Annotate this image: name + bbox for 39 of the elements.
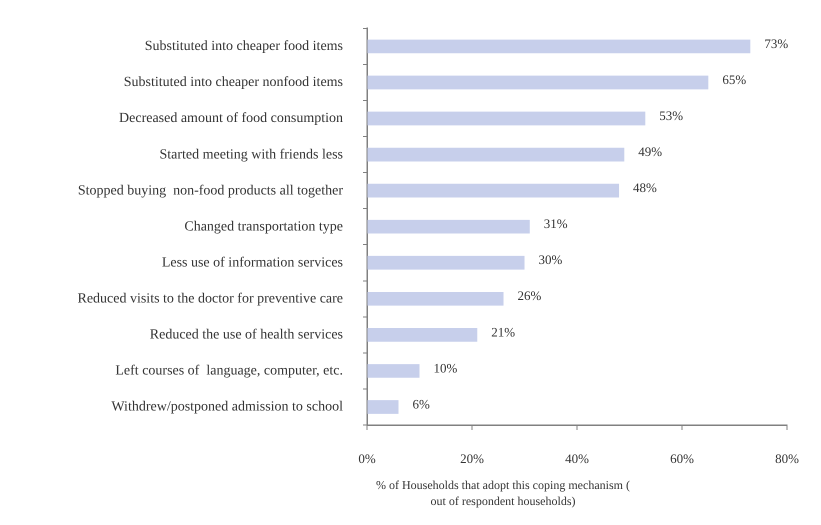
data-label: 48% [633,180,658,196]
data-label: 53% [659,108,684,123]
x-tick-label: 60% [670,451,694,466]
y-tick-label: Reduced visits to the doctor for preventive care [77,291,343,306]
y-tick-label: Started meeting with friends less [159,147,343,162]
bar [368,184,620,198]
y-tick-label: Withdrew/postponed admission to school [111,400,344,415]
x-tick-label: 80% [775,451,800,466]
x-tick-label: 40% [565,451,590,466]
data-label: 49% [638,144,662,160]
y-tick-label: Reduced the use of health services [150,328,343,343]
data-label: 31% [544,216,568,232]
bar [368,76,708,90]
x-tick-label: 20% [460,451,484,466]
bar [368,292,504,306]
bar [368,112,646,126]
data-label: 21% [491,324,516,340]
data-label: 26% [518,288,542,304]
bar [368,40,750,54]
bar [368,148,624,162]
x-axis-title: % of Households that adopt this coping mechanism ( out of respondent households) [375,477,631,509]
bar [368,400,399,414]
data-label: 6% [412,396,430,412]
y-tick-label: Changed transportation type [184,219,343,234]
data-label: 73% [764,36,788,51]
y-tick-label: Stopped buying non-food products all together [78,183,344,198]
bar [368,256,525,270]
bar [368,364,420,378]
bar [368,328,478,342]
data-label: 30% [538,252,563,268]
x-tick-label: 0% [358,451,376,466]
data-label: 65% [722,72,746,87]
y-tick-label: Decreased amount of food consumption [119,111,343,126]
bar [368,220,530,234]
y-tick-label: Less use of information services [162,255,343,270]
data-label: 10% [434,360,458,376]
y-tick-label: Left courses of language, computer, etc. [115,364,343,379]
y-tick-label: Substituted into cheaper food items [144,39,343,54]
y-tick-label: Substituted into cheaper nonfood items [124,75,343,90]
